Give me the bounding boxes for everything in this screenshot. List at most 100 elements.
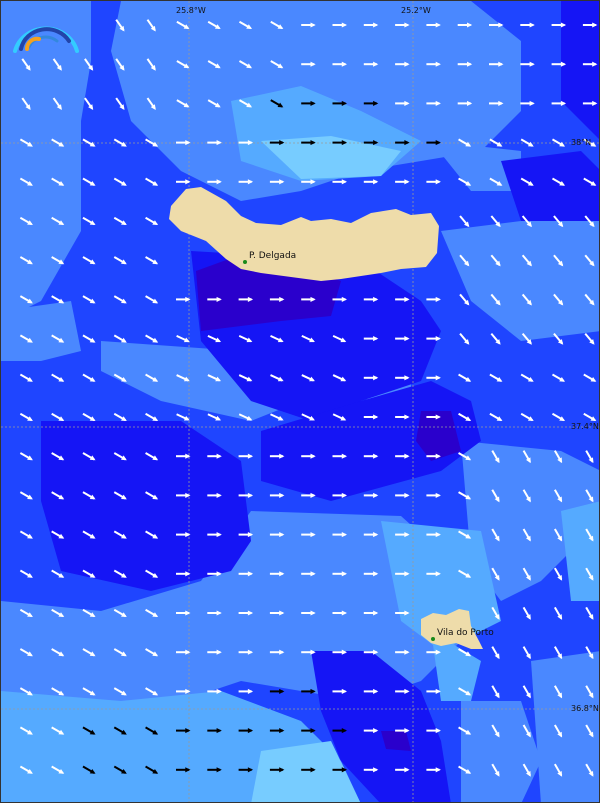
wind-arrow xyxy=(176,649,191,655)
wind-arrow xyxy=(551,22,567,28)
wind-arrow xyxy=(363,140,379,146)
wind-arrow xyxy=(176,20,190,30)
wind-arrow xyxy=(207,140,222,146)
wind-arrow xyxy=(395,453,410,459)
wind-arrow xyxy=(363,296,379,302)
wind-arrow xyxy=(522,528,531,542)
wind-arrow xyxy=(176,453,191,459)
wind-arrow xyxy=(82,373,96,382)
wind-arrow xyxy=(332,728,347,734)
wind-arrow xyxy=(145,334,159,343)
wind-arrow xyxy=(19,648,33,657)
place-label-vila-do-porto[interactable]: Vila do Porto xyxy=(437,628,494,638)
wind-arrow xyxy=(426,140,441,146)
wind-arrow xyxy=(82,648,96,657)
wind-arrow xyxy=(583,138,597,147)
wind-arrow xyxy=(176,413,190,421)
wind-arrow xyxy=(51,256,65,265)
wind-arrow xyxy=(553,489,563,503)
wind-arrow xyxy=(269,453,285,459)
wind-arrow xyxy=(145,177,159,186)
wind-arrow xyxy=(489,61,504,67)
wind-arrow xyxy=(82,216,96,226)
wind-arrow xyxy=(82,412,96,422)
wind-arrow xyxy=(332,649,347,655)
wind-arrow xyxy=(238,649,254,655)
wind-arrow xyxy=(82,608,96,618)
wind-arrow xyxy=(176,140,191,146)
wind-arrow xyxy=(269,296,285,302)
wind-arrow xyxy=(426,100,441,106)
wind-arrow xyxy=(426,296,441,302)
wind-arrow xyxy=(332,688,347,694)
wind-arrow xyxy=(521,293,532,306)
wind-arrow xyxy=(52,97,62,110)
wind-arrow xyxy=(459,254,470,267)
wind-arrow xyxy=(238,728,254,734)
wind-arrow xyxy=(146,58,156,71)
wind-arrow xyxy=(82,256,96,265)
wind-arrow xyxy=(426,767,441,773)
wind-arrow xyxy=(207,99,221,108)
wind-arrow xyxy=(301,532,316,538)
wind-arrow xyxy=(426,61,441,67)
wind-arrow xyxy=(113,295,127,304)
wind-arrow xyxy=(207,728,222,734)
wind-arrow xyxy=(332,334,347,343)
wind-arrow xyxy=(363,688,379,694)
wind-arrow xyxy=(51,334,65,343)
wind-arrow xyxy=(269,179,285,185)
wind-arrow xyxy=(551,373,566,382)
wind-arrow xyxy=(551,177,566,186)
wind-arrow xyxy=(332,140,347,146)
wind-arrow xyxy=(553,528,563,542)
wind-arrow xyxy=(238,60,253,69)
wind-arrow xyxy=(113,765,127,774)
wind-arrow xyxy=(551,100,567,106)
wind-arrow xyxy=(301,334,315,343)
wind-arrow xyxy=(584,254,595,267)
wind-arrow xyxy=(395,610,410,616)
wind-arrow xyxy=(146,97,156,110)
wind-arrow xyxy=(490,254,501,267)
wind-arrow xyxy=(363,100,379,106)
wind-arrow xyxy=(145,687,159,696)
wind-arrow xyxy=(491,528,500,542)
wind-arrow xyxy=(301,571,316,577)
wind-arrow xyxy=(51,412,65,422)
wind-arrow xyxy=(113,726,127,735)
longitude-label: 25.2°W xyxy=(401,6,431,15)
wind-arrow xyxy=(207,413,222,421)
wind-arrow xyxy=(207,571,222,577)
wind-arrow xyxy=(395,649,410,655)
wind-arrow xyxy=(176,767,191,773)
wind-arrow xyxy=(459,293,470,306)
wind-arrow xyxy=(301,453,316,459)
wind-arrow xyxy=(301,767,316,773)
wind-arrow xyxy=(270,60,284,69)
latitude-label: 37.4°N xyxy=(571,422,599,431)
wind-arrow xyxy=(395,336,410,342)
wind-arrow xyxy=(207,20,221,30)
wind-arrow xyxy=(395,100,410,106)
wind-arrow xyxy=(19,216,33,226)
wind-arrow xyxy=(51,726,65,735)
wind-arrow xyxy=(270,20,284,30)
wind-arrow xyxy=(238,334,253,343)
wind-arrow xyxy=(238,20,253,30)
wind-arrow xyxy=(51,177,65,186)
wind-arrow xyxy=(19,530,33,539)
wind-arrow xyxy=(82,687,96,696)
wind-arrow xyxy=(145,256,159,265)
wind-arrow xyxy=(113,569,127,578)
place-label-p-delgada[interactable]: P. Delgada xyxy=(249,251,297,261)
wind-arrow xyxy=(113,648,127,657)
wind-arrow xyxy=(332,296,347,302)
wind-arrow xyxy=(269,140,285,146)
wind-arrow xyxy=(585,528,594,542)
wind-arrow xyxy=(363,532,379,538)
wind-arrow xyxy=(269,492,285,498)
wind-arrow xyxy=(19,726,33,735)
